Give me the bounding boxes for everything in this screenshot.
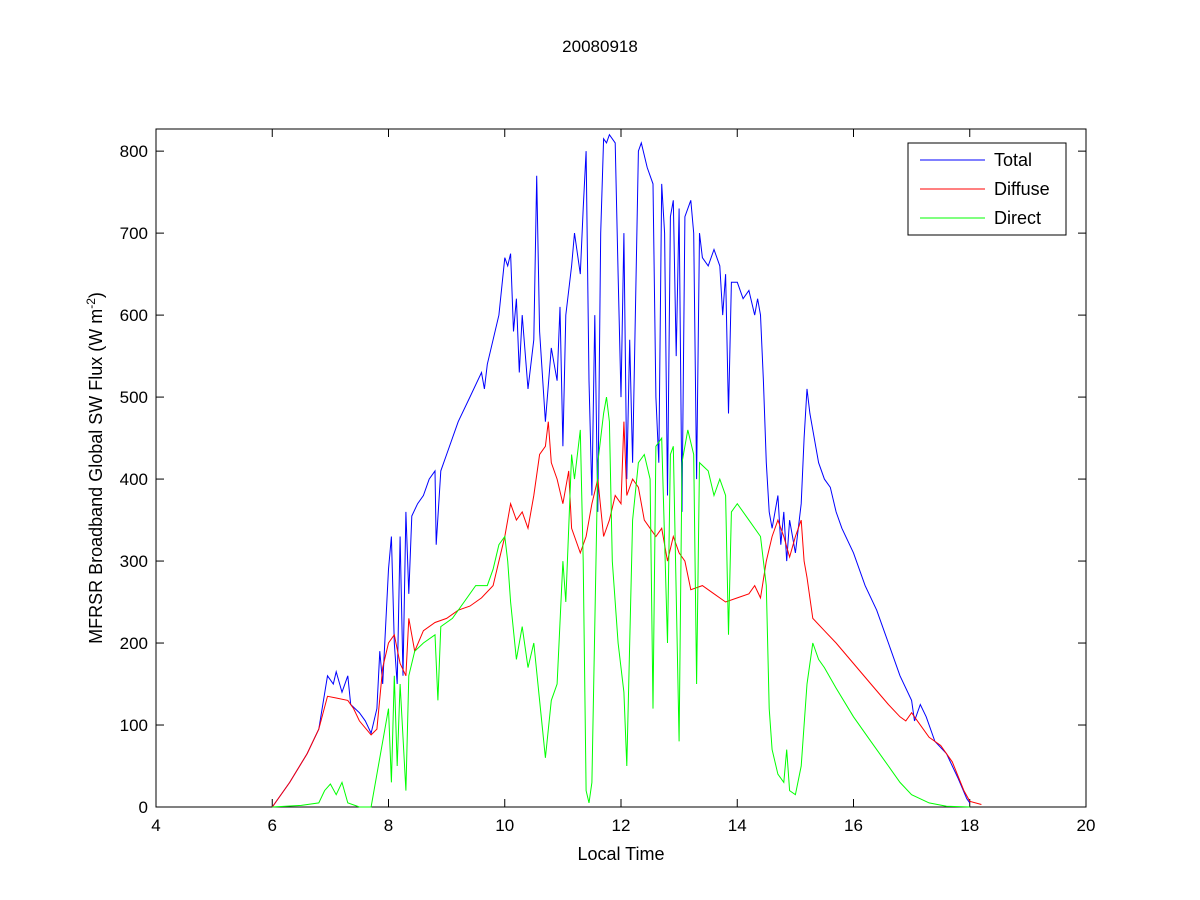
- y-tick-label: 0: [139, 798, 148, 817]
- x-tick-label: 4: [151, 816, 160, 835]
- y-tick-label: 200: [120, 634, 148, 653]
- x-tick-label: 12: [612, 816, 631, 835]
- y-tick-label: 300: [120, 552, 148, 571]
- legend-label-diffuse: Diffuse: [994, 179, 1050, 199]
- y-tick-label: 800: [120, 142, 148, 161]
- plot-area: [155, 128, 1087, 808]
- legend-label-direct: Direct: [994, 208, 1041, 228]
- series-line-diffuse: [271, 421, 982, 808]
- y-tick-label: 100: [120, 716, 148, 735]
- x-tick-label: 8: [384, 816, 393, 835]
- series-line-direct: [272, 397, 970, 808]
- x-tick-label: 20: [1077, 816, 1096, 835]
- legend: Total Diffuse Direct: [907, 142, 1067, 236]
- x-tick-label: 14: [728, 816, 747, 835]
- legend-label-total: Total: [994, 150, 1032, 170]
- x-tick-label: 10: [495, 816, 514, 835]
- x-axis-label: Local Time: [577, 844, 664, 864]
- y-tick-label: 700: [120, 224, 148, 243]
- y-tick-label: 600: [120, 306, 148, 325]
- x-tick-label: 6: [268, 816, 277, 835]
- y-tick-label: 500: [120, 388, 148, 407]
- series-line-total: [271, 133, 971, 808]
- x-tick-label: 18: [960, 816, 979, 835]
- y-axis-label: MFRSR Broadband Global SW Flux (W m-2): [84, 292, 106, 644]
- chart-title: 20080918: [562, 37, 638, 56]
- x-tick-label: 16: [844, 816, 863, 835]
- y-tick-label: 400: [120, 470, 148, 489]
